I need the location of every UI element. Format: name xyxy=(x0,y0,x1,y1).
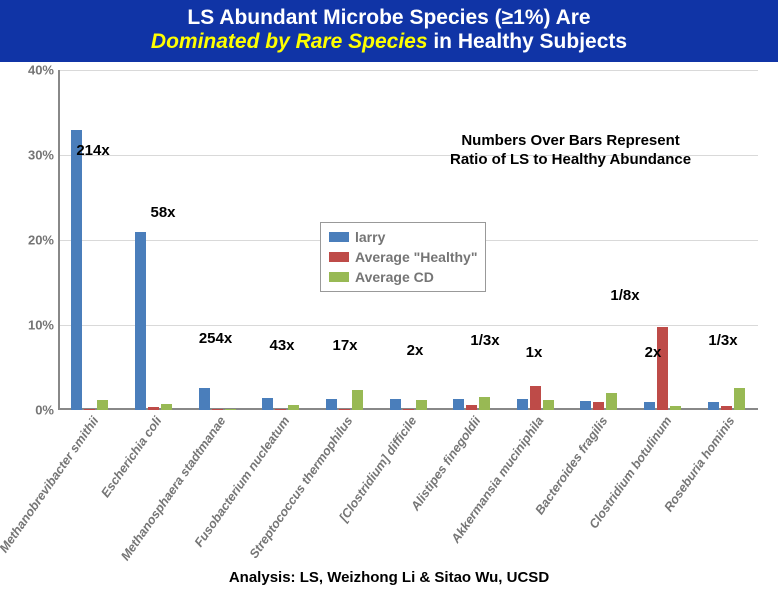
bar xyxy=(606,393,617,410)
bar xyxy=(84,409,95,410)
analysis-credit: Analysis: LS, Weizhong Li & Sitao Wu, UC… xyxy=(0,569,778,586)
bar xyxy=(352,390,363,410)
bar-group xyxy=(440,397,504,410)
bar xyxy=(543,400,554,410)
legend-label: Average "Healthy" xyxy=(355,249,477,265)
bar xyxy=(734,388,745,410)
bar-group xyxy=(122,232,186,411)
ratio-label: 1/3x xyxy=(470,332,499,349)
legend-item: Average CD xyxy=(329,267,477,287)
bar xyxy=(262,398,273,410)
legend-item: larry xyxy=(329,227,477,247)
bar-group xyxy=(185,388,249,410)
bar xyxy=(721,406,732,410)
bar xyxy=(453,399,464,410)
bar-group xyxy=(249,398,313,410)
ratio-label: 214x xyxy=(76,142,109,159)
ratio-label: 58x xyxy=(150,204,175,221)
y-axis: 0%10%20%30%40% xyxy=(10,62,58,412)
bar xyxy=(326,399,337,410)
ratio-label: 1/8x xyxy=(610,287,639,304)
legend-swatch xyxy=(329,252,349,262)
bar xyxy=(479,397,490,410)
bar-group xyxy=(376,399,440,410)
y-tick-label: 30% xyxy=(28,148,54,163)
ratio-label: 1x xyxy=(526,344,543,361)
bar xyxy=(225,409,236,410)
bar xyxy=(212,409,223,410)
bar xyxy=(670,406,681,410)
note-line1: Numbers Over Bars Represent xyxy=(461,132,679,149)
ratio-label: 2x xyxy=(645,344,662,361)
bar-group xyxy=(567,393,631,410)
legend-swatch xyxy=(329,272,349,282)
bar-group xyxy=(58,130,122,411)
bar xyxy=(71,130,82,411)
bar xyxy=(148,407,159,410)
ratio-label: 43x xyxy=(269,337,294,354)
bar-group xyxy=(503,386,567,410)
title-rest: in Healthy Subjects xyxy=(428,30,628,53)
bar xyxy=(517,399,528,410)
legend-label: larry xyxy=(355,229,385,245)
bar xyxy=(466,405,477,410)
bar xyxy=(161,404,172,410)
title-line2: Dominated by Rare Species in Healthy Sub… xyxy=(20,30,758,54)
bar xyxy=(135,232,146,411)
bar xyxy=(199,388,210,410)
legend: larry Average "Healthy" Average CD xyxy=(320,222,486,292)
bar xyxy=(390,399,401,410)
note-line2: Ratio of LS to Healthy Abundance xyxy=(450,151,691,168)
title-banner: LS Abundant Microbe Species (≥1%) Are Do… xyxy=(0,0,778,62)
ratio-label: 2x xyxy=(407,342,424,359)
bar xyxy=(416,400,427,410)
bar-group xyxy=(631,327,695,410)
legend-swatch xyxy=(329,232,349,242)
legend-item: Average "Healthy" xyxy=(329,247,477,267)
bar xyxy=(275,409,286,410)
bar xyxy=(288,405,299,410)
bar xyxy=(593,402,604,411)
ratio-note: Numbers Over Bars Represent Ratio of LS … xyxy=(450,132,691,170)
legend-label: Average CD xyxy=(355,269,434,285)
y-tick-label: 20% xyxy=(28,233,54,248)
bar xyxy=(97,400,108,410)
bar xyxy=(530,386,541,410)
y-tick-label: 10% xyxy=(28,318,54,333)
bar xyxy=(708,402,719,411)
bar xyxy=(403,409,414,410)
ratio-label: 254x xyxy=(199,330,232,347)
ratio-label: 17x xyxy=(332,337,357,354)
title-emphasis: Dominated by Rare Species xyxy=(151,30,428,53)
bar xyxy=(657,327,668,410)
bar xyxy=(580,401,591,410)
bar-group xyxy=(694,388,758,410)
y-tick-label: 0% xyxy=(35,403,54,418)
bar-group xyxy=(313,390,377,410)
ratio-label: 1/3x xyxy=(708,332,737,349)
y-tick-label: 40% xyxy=(28,63,54,78)
chart-area: 0% 10% 20% 30% 40% 214x 58x 254x 43x 17x 2x 1/3x 1x… xyxy=(10,62,768,542)
bar xyxy=(644,402,655,411)
title-line1: LS Abundant Microbe Species (≥1%) Are xyxy=(20,6,758,30)
bar xyxy=(339,409,350,410)
